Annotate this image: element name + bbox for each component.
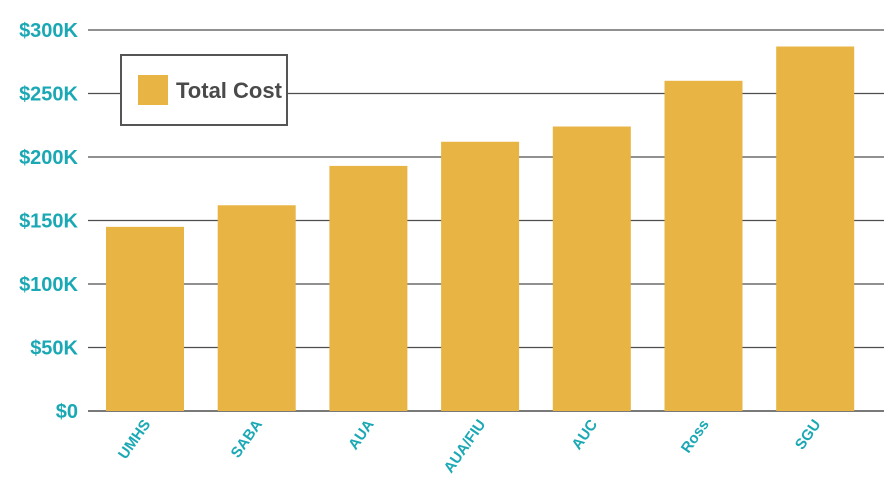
bars xyxy=(106,46,855,412)
y-tick-label: $250K xyxy=(19,84,78,106)
bar xyxy=(106,226,184,411)
bar xyxy=(552,126,631,412)
bar xyxy=(217,205,296,411)
x-tick-label: AUA/FIU xyxy=(441,417,490,477)
y-axis-tick-labels: $0 $50K $100K $150K $200K $250K $300K xyxy=(19,20,78,423)
y-tick-label: $100K xyxy=(19,274,78,296)
legend: Total Cost xyxy=(120,54,288,126)
bar xyxy=(441,141,520,411)
bar xyxy=(664,80,743,412)
y-tick-label: $50K xyxy=(30,338,78,360)
x-tick-label: SABA xyxy=(228,416,266,461)
x-tick-label: Ross xyxy=(678,417,713,457)
legend-label: Total Cost xyxy=(176,78,283,103)
bar xyxy=(776,46,855,411)
x-tick-label: UMHS xyxy=(115,417,154,463)
y-tick-label: $150K xyxy=(19,211,78,233)
bar xyxy=(329,165,408,411)
legend-swatch xyxy=(138,75,168,105)
y-tick-label: $200K xyxy=(19,147,78,169)
y-tick-label: $0 xyxy=(56,401,78,423)
x-axis-tick-labels: UMHS SABA AUA AUA/FIU AUC Ross SGU xyxy=(115,416,824,476)
x-tick-label: AUC xyxy=(569,416,602,453)
y-tick-label: $300K xyxy=(19,20,78,42)
x-tick-label: AUA xyxy=(345,416,378,453)
x-tick-label: SGU xyxy=(792,417,825,453)
